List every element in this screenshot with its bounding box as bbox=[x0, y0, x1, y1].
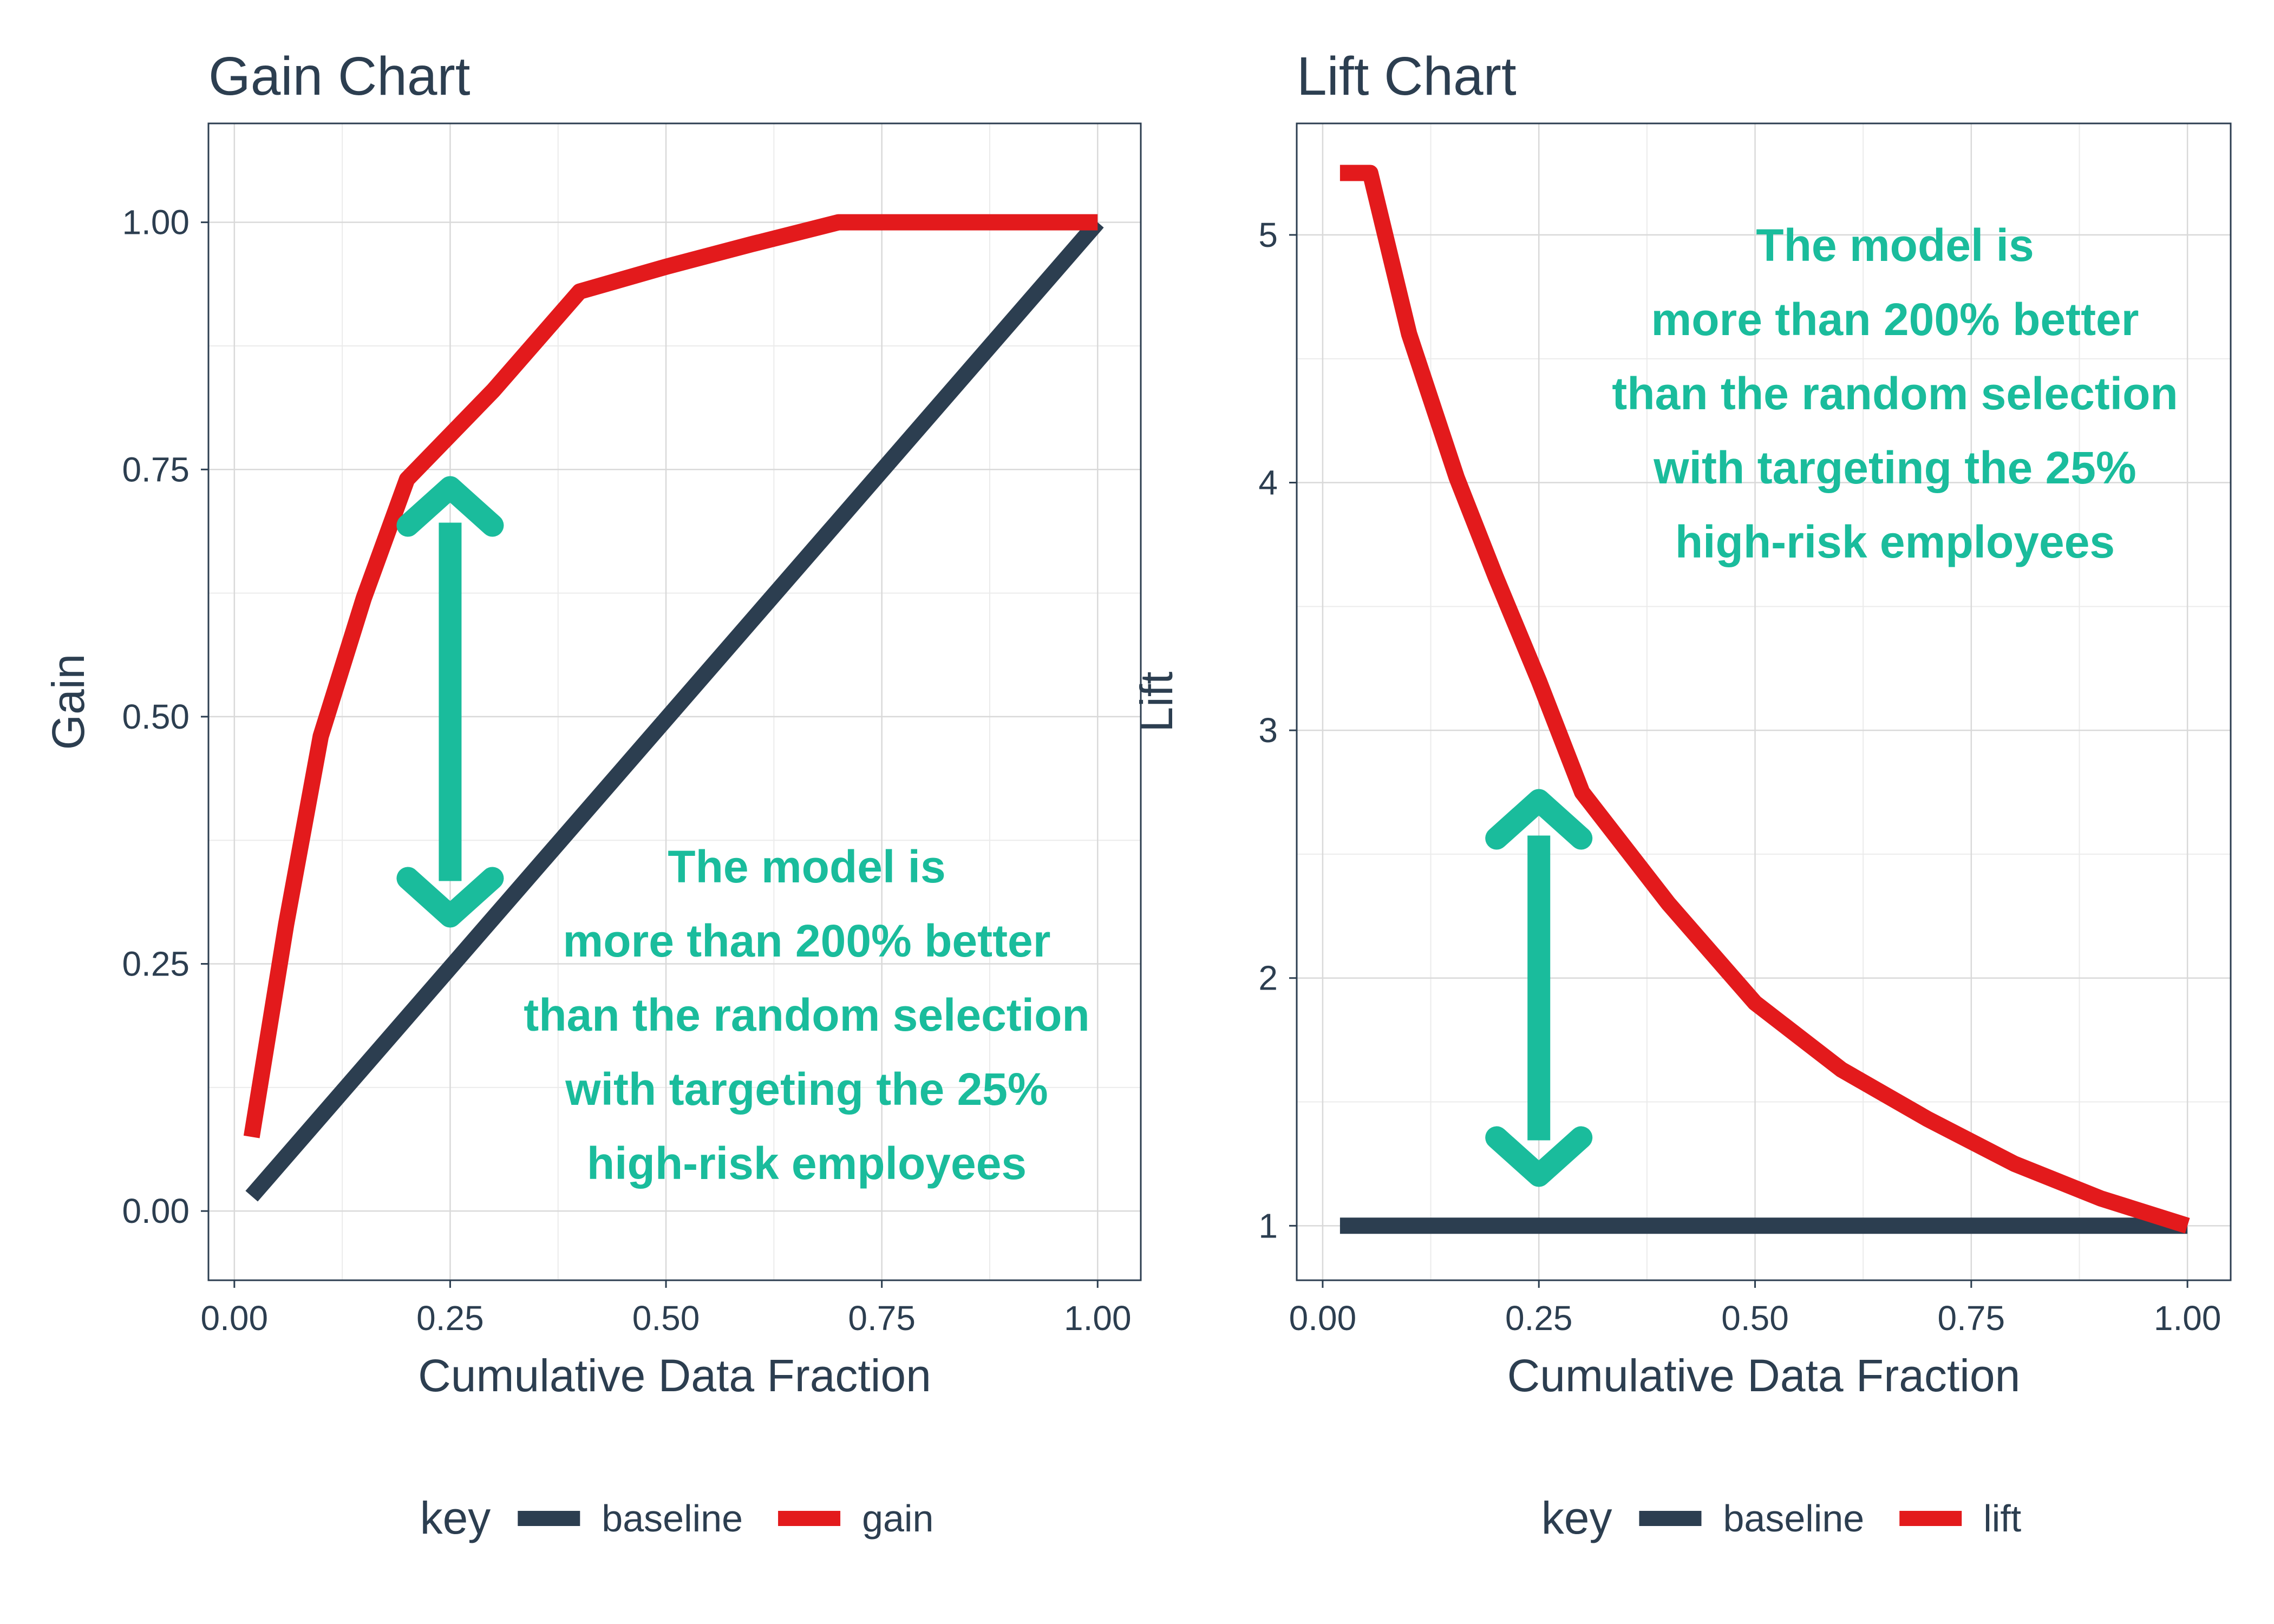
plot-panel bbox=[1296, 122, 2232, 1281]
x-tick-label: 1.00 bbox=[1064, 1299, 1132, 1338]
series-line-baseline bbox=[245, 217, 1104, 1202]
legend-label-gain: gain bbox=[862, 1497, 933, 1540]
series-line-gain bbox=[243, 214, 1098, 1138]
series-line-lift bbox=[1339, 165, 2190, 1234]
arrow-head-down bbox=[1485, 1126, 1593, 1187]
y-tick-label: 3 bbox=[1258, 711, 1278, 750]
y-tick-label: 4 bbox=[1258, 463, 1278, 502]
x-axis-label: Cumulative Data Fraction bbox=[1507, 1350, 2021, 1401]
annotation-line: with targeting the 25% bbox=[565, 1064, 1048, 1115]
y-tick-label: 0.75 bbox=[122, 450, 190, 489]
arrow-head-up bbox=[1485, 789, 1593, 850]
chart-title: Lift Chart bbox=[1297, 46, 1517, 107]
y-tick-label: 5 bbox=[1258, 215, 1278, 254]
annotation-line: with targeting the 25% bbox=[1653, 442, 2136, 493]
legend-label-lift: lift bbox=[1983, 1497, 2021, 1540]
x-tick-label: 1.00 bbox=[2154, 1299, 2221, 1338]
y-tick-label: 0.00 bbox=[122, 1191, 190, 1230]
chart-title: Gain Chart bbox=[208, 46, 471, 107]
x-tick-label: 0.75 bbox=[1938, 1299, 2005, 1338]
annotation-line: more than 200% better bbox=[563, 915, 1051, 966]
arrow-head-up bbox=[396, 476, 504, 537]
y-tick-label: 0.25 bbox=[122, 945, 190, 984]
legend-label-baseline: baseline bbox=[602, 1497, 743, 1540]
legend-title: key bbox=[1541, 1492, 1612, 1543]
annotation-line: The model is bbox=[1756, 220, 2034, 271]
annotation-line: more than 200% better bbox=[1651, 294, 2139, 345]
x-tick-label: 0.00 bbox=[201, 1299, 269, 1338]
x-tick-label: 0.75 bbox=[848, 1299, 916, 1338]
y-tick-label: 1.00 bbox=[122, 203, 190, 242]
y-tick-label: 0.50 bbox=[122, 697, 190, 736]
x-tick-label: 0.25 bbox=[416, 1299, 484, 1338]
annotation-line: high-risk employees bbox=[587, 1138, 1027, 1189]
y-tick-label: 1 bbox=[1258, 1206, 1278, 1245]
legend-label-baseline: baseline bbox=[1723, 1497, 1864, 1540]
plot-panel bbox=[207, 122, 1142, 1281]
legend-title: key bbox=[420, 1492, 491, 1543]
x-tick-label: 0.25 bbox=[1505, 1299, 1573, 1338]
annotation-line: The model is bbox=[668, 841, 945, 892]
legend: key baseline lift bbox=[1541, 1492, 2021, 1543]
x-axis-label: Cumulative Data Fraction bbox=[418, 1350, 931, 1401]
annotation-line: than the random selection bbox=[524, 990, 1090, 1040]
legend: key baseline gain bbox=[420, 1492, 934, 1543]
annotation-line: than the random selection bbox=[1612, 368, 2178, 419]
x-tick-label: 0.50 bbox=[632, 1299, 700, 1338]
x-tick-label: 0.50 bbox=[1721, 1299, 1789, 1338]
x-tick-label: 0.00 bbox=[1289, 1299, 1357, 1338]
y-tick-label: 2 bbox=[1258, 959, 1278, 998]
y-axis-label: Gain bbox=[43, 654, 94, 750]
y-axis-label: Lift bbox=[1131, 671, 1182, 732]
gain-chart: Gain Chart 0.00 0.25 0.50 0.75 1.00 0.00 0.25 0.… bbox=[43, 46, 1142, 1543]
lift-chart: Lift Chart 0.00 0.25 0.50 0.75 1.00 1 2 3 4 5 Cumul… bbox=[1131, 46, 2232, 1543]
arrow-head-down bbox=[396, 867, 504, 928]
annotation-line: high-risk employees bbox=[1675, 516, 2115, 567]
